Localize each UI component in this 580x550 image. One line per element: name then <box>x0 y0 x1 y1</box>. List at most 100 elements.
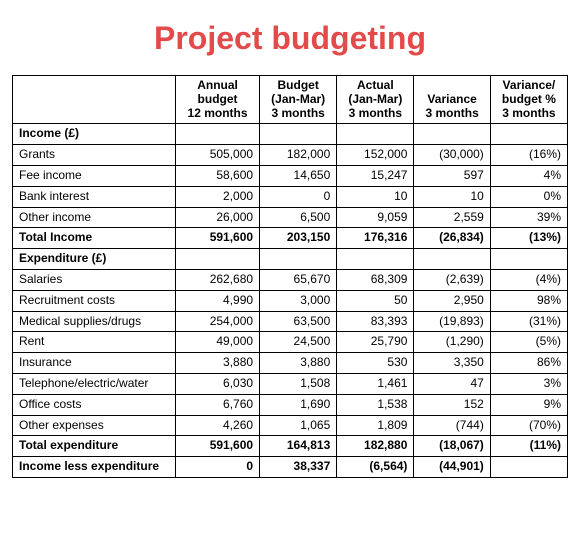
cell-budget: 203,150 <box>260 228 337 249</box>
row-label: Fee income <box>13 165 176 186</box>
row-label: Total expenditure <box>13 436 176 457</box>
cell-variance: 3,350 <box>414 353 490 374</box>
row-label: Grants <box>13 145 176 166</box>
cell-pct: 86% <box>490 353 567 374</box>
table-row: Total Income 591,600 203,150 176,316 (26… <box>13 228 568 249</box>
cell-variance: 152 <box>414 394 490 415</box>
col-header-budget: Budget(Jan-Mar)3 months <box>260 76 337 124</box>
table-row: Rent 49,000 24,500 25,790 (1,290) (5%) <box>13 332 568 353</box>
row-label: Medical supplies/drugs <box>13 311 176 332</box>
cell-annual: 2,000 <box>176 186 260 207</box>
cell-actual: 68,309 <box>337 269 414 290</box>
cell-actual: (6,564) <box>337 457 414 478</box>
cell-annual: 262,680 <box>176 269 260 290</box>
cell-budget: 24,500 <box>260 332 337 353</box>
cell-variance: (744) <box>414 415 490 436</box>
cell-pct: (31%) <box>490 311 567 332</box>
section-header: Expenditure (£) <box>13 249 568 270</box>
cell-variance: (19,893) <box>414 311 490 332</box>
cell-actual: 176,316 <box>337 228 414 249</box>
cell-annual: 49,000 <box>176 332 260 353</box>
col-header-annual: Annualbudget12 months <box>176 76 260 124</box>
cell-actual: 25,790 <box>337 332 414 353</box>
table-row: Other income 26,000 6,500 9,059 2,559 39… <box>13 207 568 228</box>
cell-actual: 1,809 <box>337 415 414 436</box>
row-label: Other income <box>13 207 176 228</box>
cell-annual: 4,260 <box>176 415 260 436</box>
cell-pct: (5%) <box>490 332 567 353</box>
cell-budget: 1,690 <box>260 394 337 415</box>
cell-variance: 597 <box>414 165 490 186</box>
cell-annual: 58,600 <box>176 165 260 186</box>
row-label: Telephone/electric/water <box>13 373 176 394</box>
cell-budget: 38,337 <box>260 457 337 478</box>
row-label: Salaries <box>13 269 176 290</box>
cell-actual: 9,059 <box>337 207 414 228</box>
page-title: Project budgeting <box>12 20 568 57</box>
table-row: Total expenditure 591,600 164,813 182,88… <box>13 436 568 457</box>
row-label: Income less expenditure <box>13 457 176 478</box>
cell-variance: 2,950 <box>414 290 490 311</box>
col-header-pct: Variance/budget %3 months <box>490 76 567 124</box>
cell-actual: 50 <box>337 290 414 311</box>
cell-annual: 6,760 <box>176 394 260 415</box>
col-header-blank <box>13 76 176 124</box>
row-label: Rent <box>13 332 176 353</box>
cell-actual: 1,461 <box>337 373 414 394</box>
col-header-actual: Actual(Jan-Mar)3 months <box>337 76 414 124</box>
cell-budget: 14,650 <box>260 165 337 186</box>
section-header: Income (£) <box>13 124 568 145</box>
cell-variance: (44,901) <box>414 457 490 478</box>
cell-budget: 63,500 <box>260 311 337 332</box>
cell-budget: 1,508 <box>260 373 337 394</box>
cell-pct: 9% <box>490 394 567 415</box>
cell-actual: 83,393 <box>337 311 414 332</box>
table-row: Insurance 3,880 3,880 530 3,350 86% <box>13 353 568 374</box>
col-header-variance: Variance3 months <box>414 76 490 124</box>
cell-actual: 152,000 <box>337 145 414 166</box>
row-label: Bank interest <box>13 186 176 207</box>
cell-annual: 0 <box>176 457 260 478</box>
cell-pct: 0% <box>490 186 567 207</box>
cell-pct: (16%) <box>490 145 567 166</box>
cell-variance: 2,559 <box>414 207 490 228</box>
cell-budget: 65,670 <box>260 269 337 290</box>
cell-actual: 15,247 <box>337 165 414 186</box>
table-row: Recruitment costs 4,990 3,000 50 2,950 9… <box>13 290 568 311</box>
cell-budget: 3,880 <box>260 353 337 374</box>
cell-variance: (30,000) <box>414 145 490 166</box>
cell-budget: 3,000 <box>260 290 337 311</box>
cell-annual: 591,600 <box>176 228 260 249</box>
cell-variance: (26,834) <box>414 228 490 249</box>
row-label: Recruitment costs <box>13 290 176 311</box>
cell-actual: 530 <box>337 353 414 374</box>
cell-variance: 10 <box>414 186 490 207</box>
cell-annual: 26,000 <box>176 207 260 228</box>
table-row: Fee income 58,600 14,650 15,247 597 4% <box>13 165 568 186</box>
cell-variance: (1,290) <box>414 332 490 353</box>
row-label: Total Income <box>13 228 176 249</box>
row-label: Other expenses <box>13 415 176 436</box>
cell-pct: (11%) <box>490 436 567 457</box>
table-row: Grants 505,000 182,000 152,000 (30,000) … <box>13 145 568 166</box>
budget-table: Annualbudget12 months Budget(Jan-Mar)3 m… <box>12 75 568 478</box>
table-row: Office costs 6,760 1,690 1,538 152 9% <box>13 394 568 415</box>
cell-annual: 591,600 <box>176 436 260 457</box>
table-row: Medical supplies/drugs 254,000 63,500 83… <box>13 311 568 332</box>
table-row: Salaries 262,680 65,670 68,309 (2,639) (… <box>13 269 568 290</box>
cell-annual: 3,880 <box>176 353 260 374</box>
header-row: Annualbudget12 months Budget(Jan-Mar)3 m… <box>13 76 568 124</box>
table-row: Other expenses 4,260 1,065 1,809 (744) (… <box>13 415 568 436</box>
cell-pct <box>490 457 567 478</box>
cell-pct: 3% <box>490 373 567 394</box>
cell-actual: 1,538 <box>337 394 414 415</box>
cell-variance: (18,067) <box>414 436 490 457</box>
table-row: Income less expenditure 0 38,337 (6,564)… <box>13 457 568 478</box>
cell-pct: 39% <box>490 207 567 228</box>
cell-annual: 505,000 <box>176 145 260 166</box>
cell-variance: 47 <box>414 373 490 394</box>
cell-budget: 182,000 <box>260 145 337 166</box>
row-label: Insurance <box>13 353 176 374</box>
cell-budget: 6,500 <box>260 207 337 228</box>
table-row: Telephone/electric/water 6,030 1,508 1,4… <box>13 373 568 394</box>
